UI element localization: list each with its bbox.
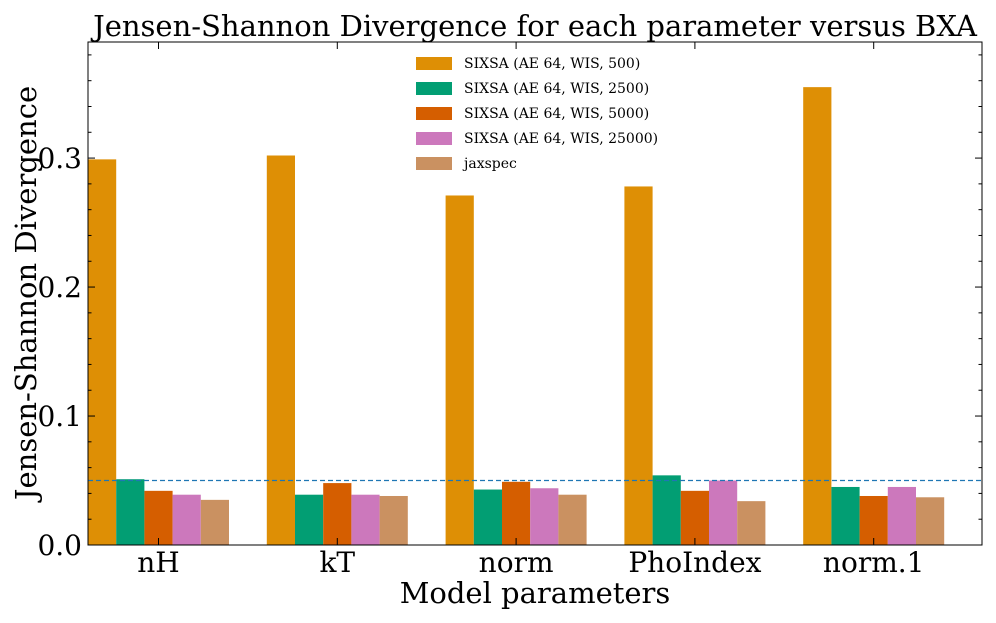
bar-norm-1-series-3 (859, 495, 888, 545)
legend-swatch (416, 157, 452, 170)
bar-nh-series-2 (116, 479, 145, 545)
x-tick-label: norm.1 (823, 546, 925, 579)
bar-kt-series-1 (266, 155, 295, 545)
legend-label: SIXSA (AE 64, WIS, 2500) (464, 81, 649, 97)
bar-norm-1-series-2 (831, 486, 860, 545)
x-tick-label: PhoIndex (628, 546, 761, 579)
bar-kt-series-5 (379, 495, 408, 545)
legend-swatch (416, 132, 452, 145)
legend-swatch (416, 107, 452, 120)
legend-swatch (416, 82, 452, 95)
legend-swatch (416, 57, 452, 70)
plot-area: 0.0 0.1 0.2 0.3 nH kT norm PhoIndex norm.1 SIXSA … (37, 41, 983, 579)
y-tick-label: 0.3 (37, 142, 82, 175)
bar-phoindex-series-3 (680, 490, 709, 545)
bar-nh-series-3 (144, 490, 173, 545)
x-axis-label: Model parameters (400, 576, 671, 610)
y-tick-label: 0.2 (37, 271, 82, 304)
bar-nh-series-5 (200, 499, 229, 545)
bar-kt-series-2 (295, 494, 324, 545)
bar-phoindex-series-4 (709, 480, 738, 545)
bar-norm-series-3 (502, 481, 531, 545)
y-tick-label: 0.1 (37, 400, 82, 433)
legend-label: jaxspec (462, 156, 517, 172)
bar-kt-series-4 (351, 494, 380, 545)
y-axis-label: Jensen-Shannon Divergence (9, 86, 43, 503)
x-tick-label: kT (319, 546, 355, 579)
bar-norm-series-4 (530, 488, 559, 545)
bar-nh-series-4 (172, 494, 201, 545)
legend-label: SIXSA (AE 64, WIS, 500) (464, 56, 640, 72)
legend-label: SIXSA (AE 64, WIS, 25000) (464, 131, 658, 147)
bar-phoindex-series-5 (737, 501, 766, 545)
bar-nh-series-1 (88, 159, 117, 545)
chart-title: Jensen-Shannon Divergence for each param… (90, 9, 978, 43)
bar-phoindex-series-2 (652, 475, 681, 545)
bar-phoindex-series-1 (624, 186, 653, 545)
bar-norm-series-1 (445, 195, 474, 546)
bar-kt-series-3 (323, 483, 352, 545)
bar-norm-series-2 (473, 489, 502, 545)
bar-norm-1-series-4 (887, 486, 916, 545)
x-tick-label: nH (137, 546, 179, 579)
bar-norm-1-series-5 (916, 497, 945, 545)
bar-norm-1-series-1 (803, 87, 832, 545)
bar-norm-series-5 (558, 494, 587, 545)
legend-label: SIXSA (AE 64, WIS, 5000) (464, 106, 649, 122)
x-tick-label: norm (479, 546, 554, 579)
plot-frame (87, 41, 983, 546)
y-tick-label: 0.0 (37, 529, 82, 562)
